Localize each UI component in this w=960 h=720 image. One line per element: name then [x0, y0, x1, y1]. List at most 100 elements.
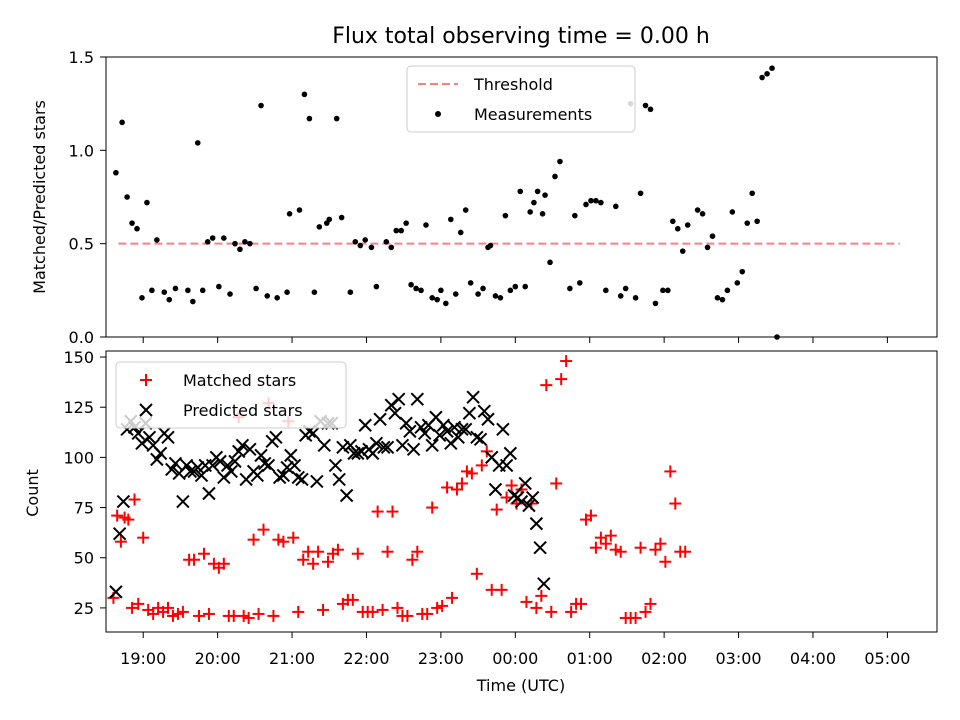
matched-point [366, 605, 379, 618]
measurement-point [684, 222, 691, 228]
predicted-point [112, 526, 127, 541]
matched-point [322, 555, 335, 568]
bottom-x-tick-label: 04:00 [790, 649, 836, 668]
matched-point [520, 595, 533, 608]
measurement-point [124, 194, 130, 200]
predicted-point [392, 392, 406, 406]
matched-point [555, 373, 568, 386]
bottom-y-tick-label: 25 [74, 599, 94, 618]
matched-point [391, 601, 404, 614]
bottom-x-tick-label: 02:00 [641, 649, 687, 668]
matched-point [287, 531, 300, 544]
predicted-point [481, 412, 495, 426]
matched-point [162, 601, 175, 614]
measurement-point [475, 291, 481, 297]
matched-point [475, 459, 488, 472]
measurement-point [576, 280, 583, 286]
measurement-point [357, 242, 364, 249]
measurement-points [113, 65, 780, 340]
predicted-point [243, 442, 257, 457]
predicted-point [250, 468, 265, 483]
measurement-point [452, 291, 459, 297]
predicted-point [406, 442, 421, 457]
measurement-point [462, 207, 469, 213]
measurement-point [522, 283, 529, 290]
predicted-point [373, 412, 387, 426]
measurement-point [642, 102, 649, 109]
top-panel: Flux total observing time = 0.00 h Match… [30, 24, 938, 347]
top-y-tick-label: 1.5 [69, 48, 94, 67]
measurement-point [347, 289, 354, 296]
measurement-point [301, 91, 308, 98]
predicted-point [295, 472, 309, 487]
measurement-point [603, 287, 609, 294]
bottom-x-tick-label: 22:00 [343, 649, 389, 668]
bottom-x-tick-label: 03:00 [715, 649, 761, 668]
predicted-point [377, 440, 391, 455]
measurement-point [632, 295, 639, 301]
matched-point [292, 605, 305, 618]
predicted-point [161, 430, 175, 445]
matched-point [500, 491, 513, 504]
measurement-point [139, 295, 145, 301]
measurement-point [113, 169, 119, 176]
measurement-point [423, 222, 429, 228]
matched-point [122, 513, 135, 526]
predicted-point [496, 422, 510, 436]
measurement-point [237, 246, 243, 253]
measurement-point [352, 239, 359, 245]
matched-point [505, 479, 518, 492]
predicted-point [518, 476, 532, 491]
predicted-point [432, 428, 447, 443]
predicted-point [269, 430, 283, 445]
measurement-point [764, 71, 770, 77]
predicted-point [153, 446, 168, 461]
measurement-point [149, 287, 155, 294]
predicted-point [522, 498, 536, 513]
measurement-point [434, 296, 440, 303]
predicted-point [410, 392, 425, 406]
measurement-point [373, 283, 380, 290]
bottom-y-tick-label: 125 [63, 398, 94, 417]
measurement-point [311, 289, 318, 296]
predicted-point [135, 436, 149, 451]
matched-point [654, 537, 667, 550]
matched-point [594, 531, 607, 544]
predicted-point [444, 436, 458, 451]
matched-point [111, 509, 124, 522]
predicted-point [336, 440, 350, 455]
matched-point [575, 597, 588, 610]
measurement-point [679, 248, 686, 254]
matched-point [604, 529, 617, 542]
bottom-y-tick-label: 50 [74, 549, 94, 568]
measurement-point [647, 106, 654, 113]
measurement-point [129, 220, 135, 226]
predicted-point [470, 430, 484, 445]
predicted-point [514, 494, 529, 509]
predicted-point [254, 448, 268, 463]
measurement-point [612, 203, 619, 210]
measurement-point [408, 281, 414, 288]
measurement-point [734, 280, 741, 286]
predicted-point [232, 444, 246, 459]
measurement-point [221, 235, 227, 241]
measurement-point [190, 298, 196, 305]
measurement-point [502, 212, 509, 219]
predicted-point [503, 446, 518, 461]
matched-point [137, 531, 150, 544]
predicted-point [224, 464, 238, 479]
measurement-point [531, 199, 537, 206]
legend-measurements-label: Measurements [474, 105, 592, 124]
measurement-point [338, 214, 345, 221]
measurement-point [258, 102, 264, 109]
matched-point [346, 593, 359, 606]
matched-point [589, 541, 602, 554]
matched-point [386, 505, 399, 518]
matched-point [465, 467, 478, 480]
matched-point [470, 567, 483, 580]
predicted-point [217, 470, 231, 485]
measurement-point [362, 237, 369, 243]
bottom-x-tick-label: 01:00 [567, 649, 613, 668]
measurement-point [517, 188, 524, 195]
predicted-point [436, 418, 451, 432]
